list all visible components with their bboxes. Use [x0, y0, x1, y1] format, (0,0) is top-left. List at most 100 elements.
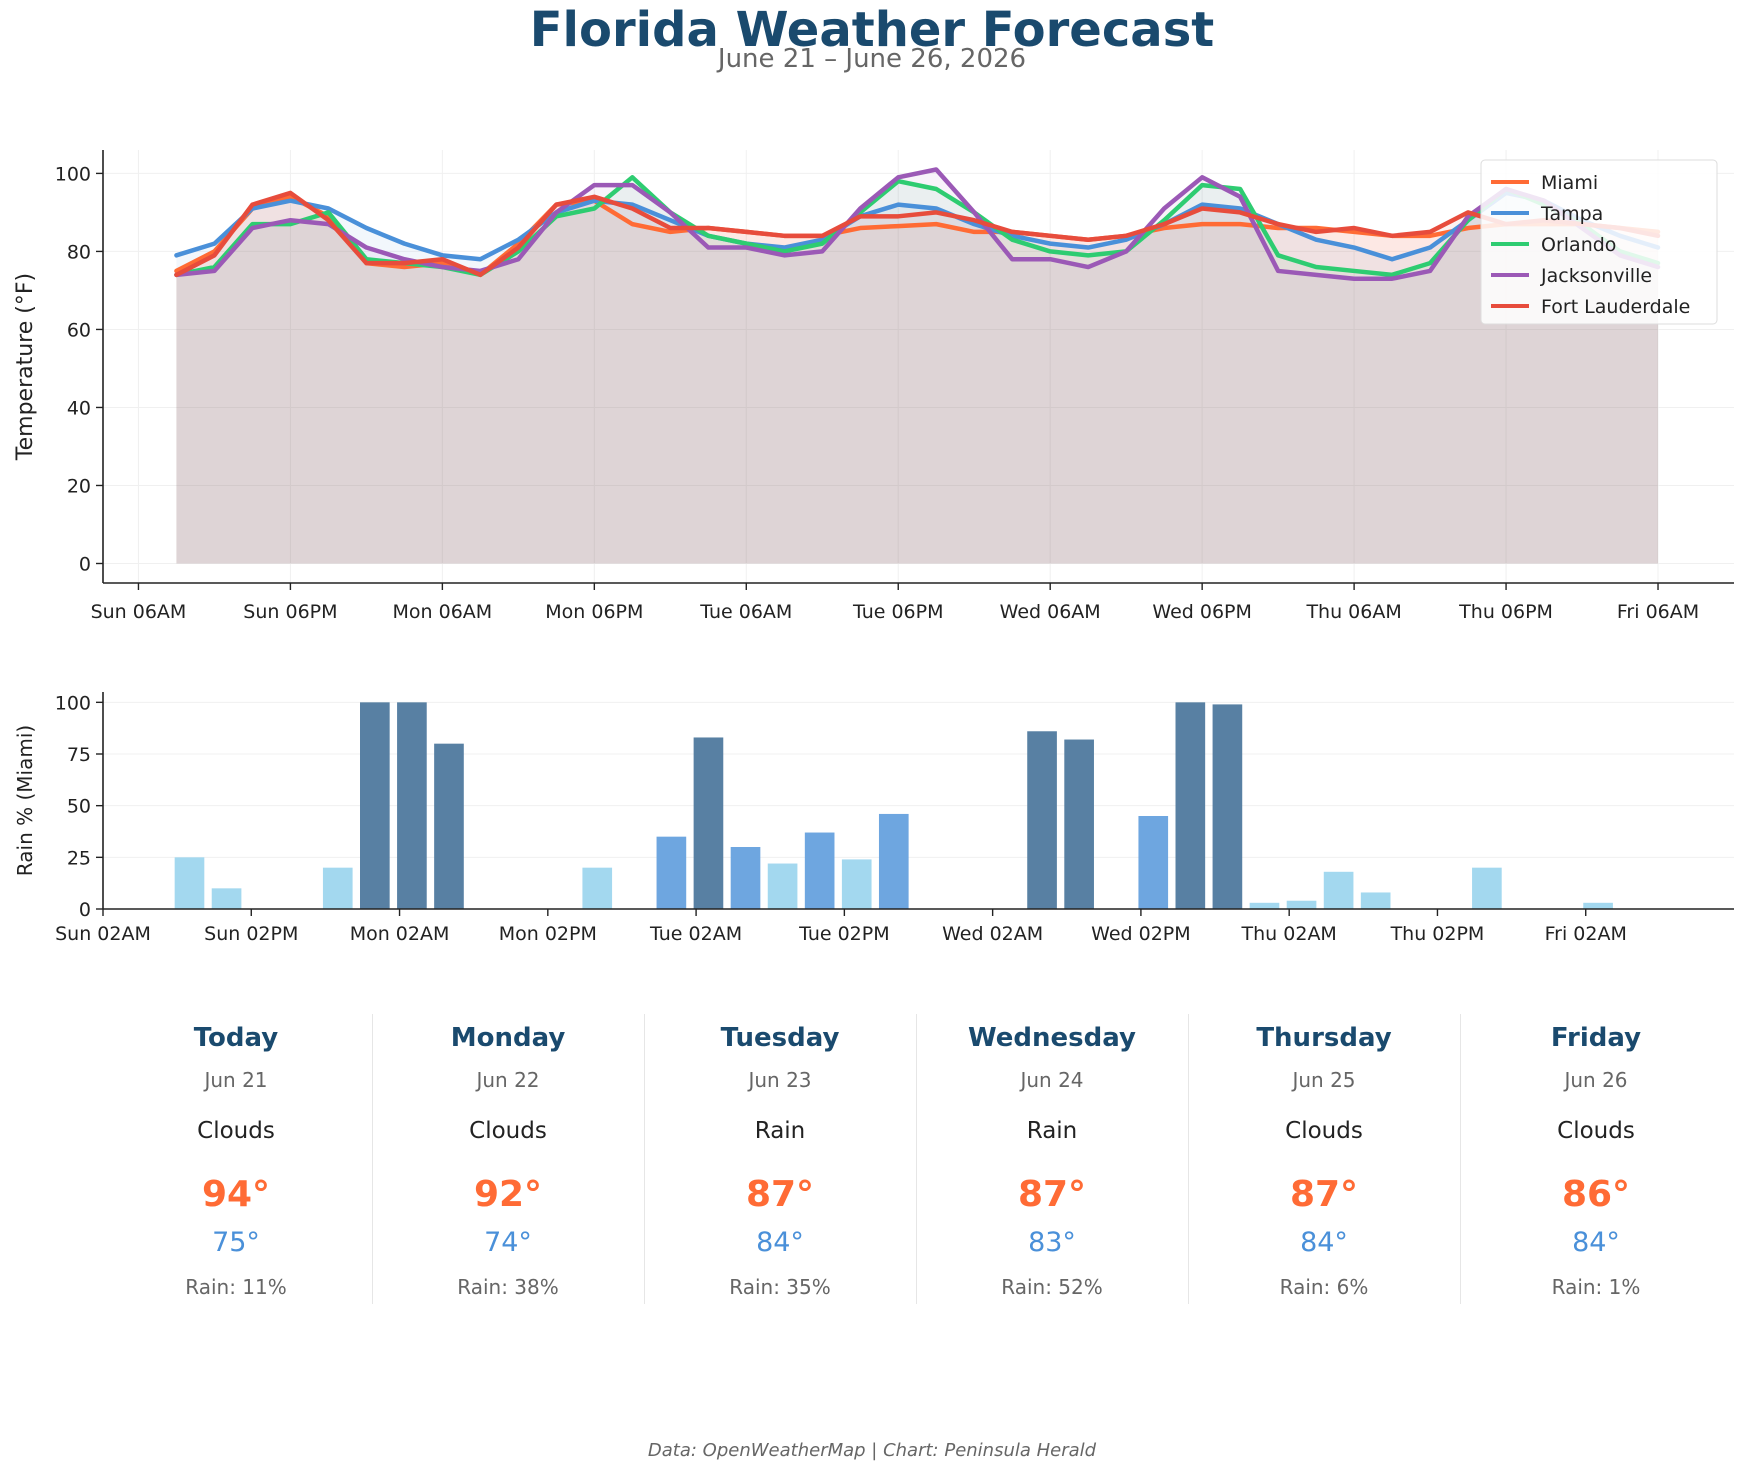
rain-bar	[1064, 739, 1094, 909]
day-high-temp: 94°	[201, 1174, 271, 1215]
day-card: Monday Jun 22 Clouds 92° 74° Rain: 38%	[372, 1014, 644, 1304]
series-area	[176, 192, 1659, 564]
day-card: Thursday Jun 25 Clouds 87° 84° Rain: 6%	[1188, 1014, 1460, 1304]
day-rain-chance: Rain: 38%	[457, 1275, 559, 1299]
day-high-temp: 86°	[1561, 1174, 1631, 1215]
rain-bar	[693, 737, 724, 909]
day-low-temp: 83°	[1028, 1227, 1076, 1258]
x-tick-label: Thu 02PM	[1390, 923, 1485, 945]
page-title: Florida Weather Forecast	[529, 2, 1215, 58]
series-area	[176, 196, 1659, 564]
y-tick-label: 100	[55, 163, 91, 185]
rain-bar	[1323, 871, 1354, 909]
x-tick-label: Tue 02PM	[798, 923, 890, 945]
x-tick-label: Thu 06PM	[1458, 601, 1553, 623]
rain-bar	[1286, 900, 1317, 909]
y-tick-label: 0	[79, 899, 91, 921]
day-rain-chance: Rain: 11%	[185, 1275, 287, 1299]
day-date: Jun 21	[204, 1068, 268, 1092]
y-axis-label: Temperature (°F)	[13, 273, 38, 461]
y-tick-label: 80	[67, 241, 91, 263]
rain-bar	[1138, 816, 1169, 909]
day-rain-chance: Rain: 35%	[729, 1275, 831, 1299]
legend-box	[1480, 159, 1718, 325]
legend-label: Tampa	[1540, 203, 1603, 225]
x-tick-label: Mon 06AM	[393, 601, 493, 623]
day-low-temp: 75°	[212, 1227, 260, 1258]
day-high-temp: 92°	[473, 1174, 543, 1215]
x-tick-label: Tue 06PM	[852, 601, 944, 623]
day-rain-chance: Rain: 1%	[1551, 1275, 1641, 1299]
card-divider	[644, 1014, 645, 1304]
rain-bar	[322, 867, 353, 909]
series-area	[176, 192, 1659, 564]
x-tick-label: Mon 02AM	[350, 923, 450, 945]
rain-bar	[841, 859, 872, 909]
day-name: Wednesday	[968, 1023, 1136, 1053]
y-tick-label: 25	[67, 847, 91, 869]
rain-bar	[397, 702, 427, 909]
day-high-temp: 87°	[1017, 1174, 1087, 1215]
card-divider	[916, 1014, 917, 1304]
y-tick-label: 75	[67, 744, 91, 766]
rain-bar	[360, 702, 390, 909]
x-tick-label: Sun 06AM	[91, 601, 187, 623]
day-rain-chance: Rain: 6%	[1279, 1275, 1369, 1299]
y-tick-label: 20	[67, 475, 91, 497]
daily-forecast-cards: Today Jun 21 Clouds 94° 75° Rain: 11% Mo…	[100, 1014, 1732, 1304]
data-source-credit: Data: OpenWeatherMap | Chart: Peninsula …	[647, 1440, 1097, 1461]
x-tick-label: Mon 06PM	[545, 601, 643, 623]
rain-bar	[582, 867, 613, 909]
day-low-temp: 84°	[1300, 1227, 1348, 1258]
x-tick-label: Thu 06AM	[1305, 601, 1401, 623]
day-name: Today	[193, 1023, 279, 1053]
legend-label: Fort Lauderdale	[1541, 296, 1690, 318]
x-tick-label: Wed 02PM	[1091, 923, 1191, 945]
series-area	[176, 169, 1659, 564]
day-card: Tuesday Jun 23 Rain 87° 84° Rain: 35%	[644, 1014, 916, 1304]
day-condition: Clouds	[1285, 1118, 1363, 1144]
card-divider	[372, 1014, 373, 1304]
x-tick-label: Sun 06PM	[243, 601, 337, 623]
rain-bar	[656, 836, 687, 909]
page-subtitle: June 21 – June 26, 2026	[717, 44, 1027, 74]
rain-bar	[1583, 902, 1613, 909]
day-date: Jun 26	[1564, 1068, 1628, 1092]
rain-bar	[1027, 731, 1057, 909]
temperature-chart: 0 20 40 60 80 100 Sun 06AM Sun 06PM Mon 06AM Mon …	[13, 150, 1734, 623]
day-low-temp: 84°	[1572, 1227, 1620, 1258]
y-tick-label: 50	[67, 796, 91, 818]
x-tick-label: Fri 02AM	[1545, 923, 1627, 945]
day-condition: Clouds	[1557, 1118, 1635, 1144]
day-date: Jun 22	[476, 1068, 540, 1092]
x-tick-label: Wed 02AM	[942, 923, 1043, 945]
day-condition: Rain	[1026, 1118, 1078, 1144]
card-divider	[1188, 1014, 1189, 1304]
x-tick-label: Fri 06AM	[1617, 601, 1699, 623]
y-tick-label: 0	[79, 553, 91, 575]
x-tick-label: Wed 06PM	[1152, 601, 1252, 623]
y-axis-label: Rain % (Miami)	[13, 725, 37, 876]
day-name: Monday	[450, 1023, 566, 1053]
x-tick-label: Wed 06AM	[1000, 601, 1101, 623]
legend-label: Miami	[1541, 172, 1598, 194]
day-name: Thursday	[1256, 1023, 1392, 1053]
day-high-temp: 87°	[1289, 1174, 1359, 1215]
rain-bar	[1212, 704, 1243, 909]
day-date: Jun 23	[748, 1068, 812, 1092]
day-low-temp: 84°	[756, 1227, 804, 1258]
rain-bar	[174, 857, 205, 909]
legend-label: Jacksonville	[1540, 265, 1652, 287]
series-line	[174, 190, 1661, 262]
day-condition: Clouds	[197, 1118, 275, 1144]
rain-bar	[730, 847, 761, 909]
day-condition: Clouds	[469, 1118, 547, 1144]
legend-label: Orlando	[1541, 234, 1616, 256]
rain-bar	[1249, 902, 1280, 909]
day-date: Jun 24	[1020, 1068, 1084, 1092]
day-card: Wednesday Jun 24 Rain 87° 83° Rain: 52%	[916, 1014, 1188, 1304]
rain-bar	[211, 888, 242, 909]
day-name: Friday	[1550, 1023, 1642, 1053]
rain-bar	[1175, 702, 1206, 909]
day-high-temp: 87°	[745, 1174, 815, 1215]
